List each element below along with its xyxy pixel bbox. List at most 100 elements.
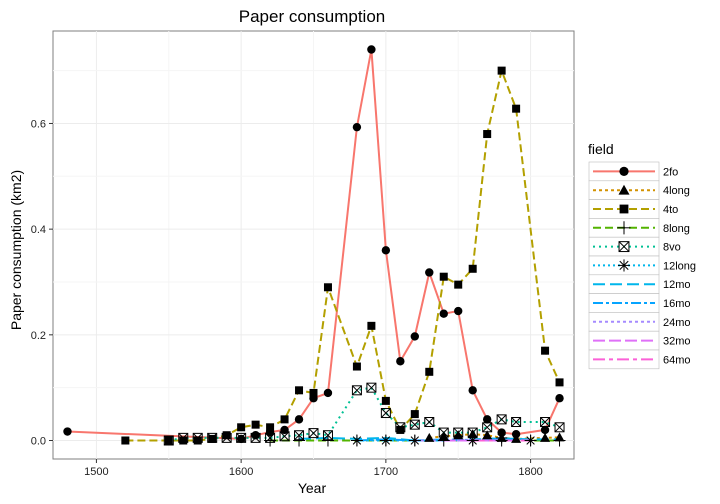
data-point-square [237, 423, 246, 432]
data-point-square [266, 423, 275, 432]
data-point-circle [454, 306, 463, 316]
legend-item: 2fo [588, 161, 678, 182]
data-point-boxx [409, 419, 420, 430]
data-point-plus [321, 434, 334, 447]
data-point-circle [619, 166, 629, 177]
data-point-square [352, 362, 361, 371]
x-axis: 1500 1600 1700 1800 [84, 459, 543, 478]
data-point-boxx [540, 417, 551, 428]
series-line-2fo [67, 48, 561, 440]
data-point-boxx [250, 432, 261, 443]
data-point-boxx [178, 432, 189, 443]
legend-label: 12mo [663, 279, 691, 291]
data-point-boxx [294, 430, 305, 441]
data-point-asterisk [409, 435, 421, 447]
data-point-triangle [618, 184, 630, 195]
legend-label: 64mo [663, 354, 691, 366]
legend-item: 8vo [588, 236, 681, 257]
data-point-square [497, 66, 506, 75]
data-point-circle [367, 45, 376, 54]
data-point-square [396, 425, 405, 434]
data-point-boxx [163, 435, 174, 446]
data-point-circle [236, 434, 246, 444]
data-point-boxx [511, 417, 522, 428]
data-point-square [541, 346, 550, 355]
legend-item: 4long [588, 180, 690, 200]
data-point-boxx [424, 417, 435, 428]
data-point-boxx [380, 408, 391, 419]
data-point-boxx [453, 427, 464, 438]
data-point-square [208, 434, 217, 443]
x-tick-label: 1800 [518, 466, 542, 478]
data-point-square [454, 280, 463, 289]
x-axis-label: Year [298, 480, 327, 496]
legend-label: 16mo [663, 298, 691, 310]
data-point-circle [396, 357, 405, 366]
data-point-boxx [322, 430, 333, 441]
data-point-square [367, 321, 376, 330]
data-point-circle [381, 246, 391, 255]
x-tick-label: 1700 [374, 466, 398, 478]
data-point-boxx [236, 432, 247, 443]
data-point-triangle [511, 433, 522, 443]
data-point-triangle [482, 430, 493, 440]
data-point-asterisk [380, 435, 392, 447]
data-point-square [410, 410, 419, 419]
legend-item: 12long [588, 255, 696, 276]
data-point-boxx [395, 422, 406, 433]
data-point-square [468, 264, 477, 273]
series-points [63, 45, 566, 447]
legend-item: 24mo [588, 312, 691, 332]
legend-item: 12mo [588, 274, 691, 294]
data-point-square [439, 272, 448, 281]
legend-item: 4to [588, 199, 678, 219]
legend-title: field [588, 141, 614, 157]
data-point-boxx [351, 385, 362, 396]
data-point-boxx [207, 432, 218, 443]
legend-label: 4long [663, 185, 690, 197]
data-point-asterisk [617, 259, 631, 272]
legend-label: 2fo [663, 166, 678, 178]
data-point-circle [294, 415, 304, 424]
data-point-triangle [540, 432, 551, 442]
data-point-circle [482, 415, 492, 424]
data-point-square [425, 367, 434, 376]
data-point-circle [468, 386, 477, 395]
legend-label: 8long [663, 223, 690, 235]
legend-item: 16mo [588, 293, 691, 313]
data-point-triangle [467, 429, 478, 439]
y-tick-label: 0.0 [31, 436, 46, 448]
data-point-circle [323, 388, 333, 398]
legend-item: 8long [588, 218, 690, 238]
legend-label: 12long [663, 260, 696, 272]
data-point-square [309, 388, 318, 397]
data-point-square [280, 415, 289, 424]
data-point-square [295, 386, 304, 395]
data-point-boxx [554, 422, 565, 433]
legend: field 2fo 4long 4to 8long 8vo 12long 12mo 16mo 2… [588, 141, 696, 370]
data-point-boxx [438, 427, 449, 438]
legend-label: 24mo [663, 317, 691, 329]
data-point-asterisk [351, 435, 363, 447]
data-point-circle [540, 425, 550, 435]
data-point-square [555, 378, 564, 387]
data-point-square [121, 436, 130, 445]
data-point-square [512, 104, 521, 113]
y-tick-label: 0.6 [31, 118, 46, 130]
legend-label: 8vo [663, 242, 681, 254]
x-tick-label: 1600 [229, 466, 253, 478]
data-point-asterisk [496, 432, 508, 444]
data-point-circle [63, 427, 72, 436]
data-point-circle [352, 122, 362, 132]
legend-item: 32mo [588, 330, 691, 351]
data-point-plus [553, 434, 566, 447]
legend-label: 32mo [663, 336, 691, 348]
data-point-plus [437, 434, 450, 447]
data-point-circle [425, 268, 434, 277]
data-point-circle [410, 332, 420, 341]
data-point-square [323, 283, 332, 292]
data-point-boxx [279, 431, 290, 442]
data-point-boxx [496, 414, 507, 425]
data-point-boxx [265, 432, 276, 443]
